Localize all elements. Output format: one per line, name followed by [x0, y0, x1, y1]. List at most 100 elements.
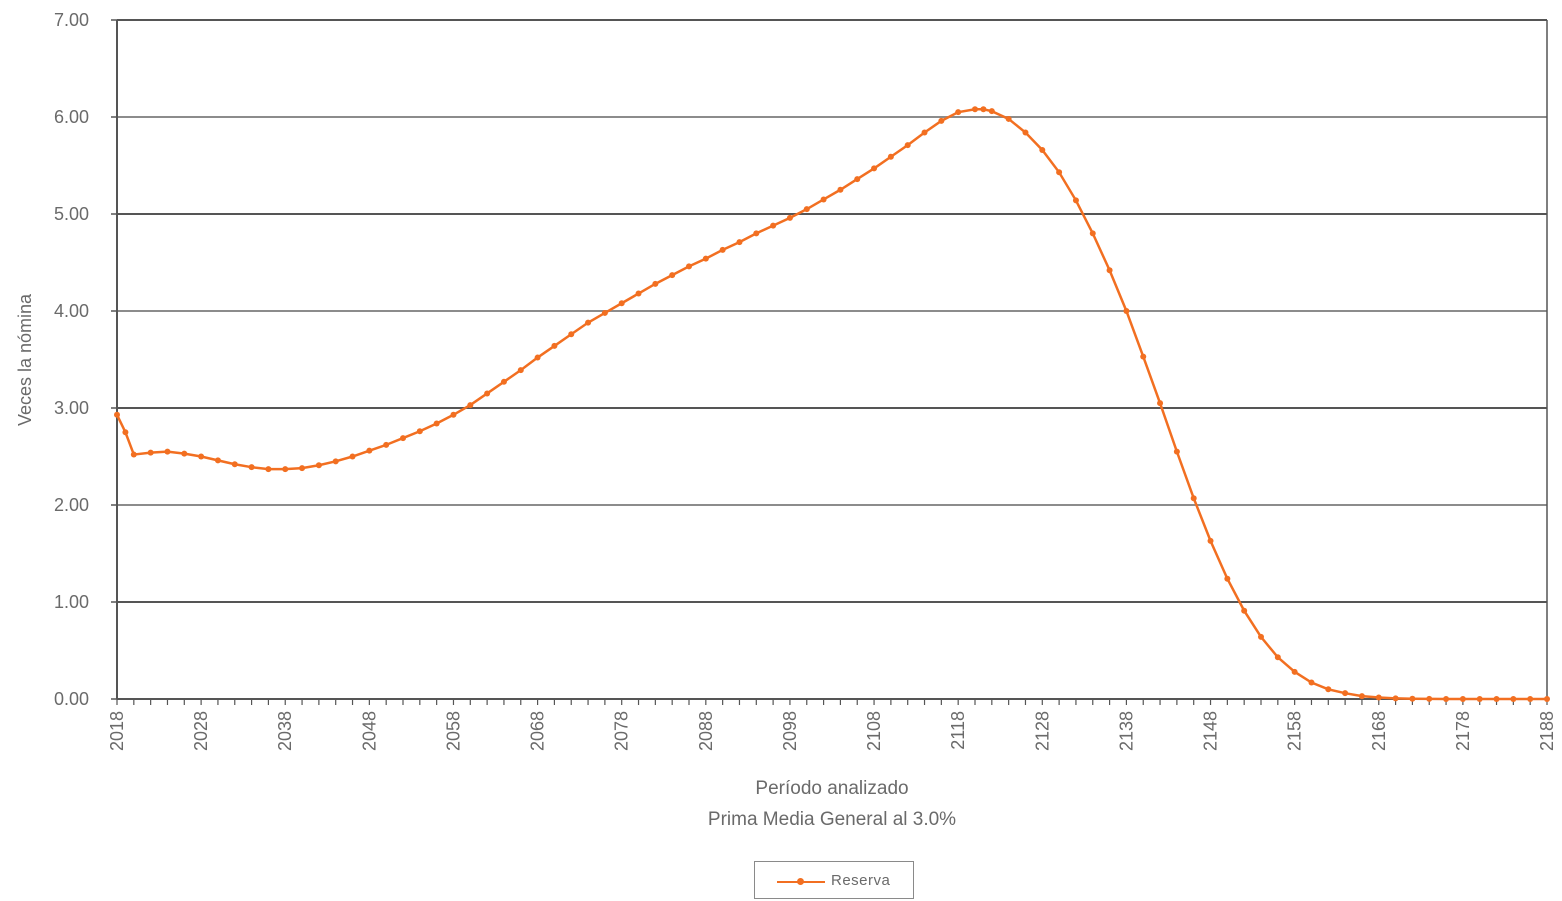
- data-point: [921, 129, 928, 136]
- data-point: [1409, 695, 1416, 702]
- data-point: [1274, 654, 1281, 661]
- axes: [111, 19, 1548, 705]
- data-point: [1291, 668, 1298, 675]
- x-tick-label: 2048: [359, 711, 379, 751]
- data-point: [332, 458, 339, 465]
- data-point: [433, 420, 440, 427]
- x-tick-label: 2178: [1453, 711, 1473, 751]
- data-point: [1072, 197, 1079, 204]
- data-point: [1005, 115, 1012, 122]
- legend-label-reserva: Reserva: [831, 872, 891, 889]
- data-point: [1157, 400, 1164, 407]
- data-point: [1510, 696, 1517, 702]
- data-point: [416, 428, 423, 435]
- data-point: [1022, 129, 1029, 136]
- data-point: [122, 429, 129, 436]
- series-reserva: [114, 106, 1550, 702]
- data-point: [1493, 696, 1500, 702]
- y-tick-labels: 0.00 1.00 2.00 3.00 4.00 5.00 6.00 7.00: [54, 10, 89, 709]
- data-point: [1375, 694, 1382, 701]
- x-tick-label: 2168: [1369, 711, 1389, 751]
- x-tick-label: 2118: [948, 711, 968, 750]
- y-tick-label: 4.00: [54, 301, 89, 321]
- data-point: [1123, 308, 1130, 314]
- data-point: [1392, 695, 1399, 702]
- x-tick-label: 2078: [612, 711, 632, 751]
- data-point: [871, 165, 878, 172]
- data-point: [686, 263, 692, 270]
- data-point: [1476, 696, 1483, 702]
- data-point: [1459, 696, 1466, 702]
- legend-marker-icon: [797, 878, 804, 885]
- data-point: [517, 367, 524, 374]
- x-tick-label: 2018: [107, 711, 127, 751]
- data-point: [534, 354, 541, 361]
- data-point: [282, 466, 289, 473]
- x-tick-label: 2098: [780, 711, 800, 751]
- data-point: [366, 447, 373, 454]
- data-point: [1106, 267, 1113, 274]
- data-point: [1190, 495, 1197, 502]
- data-point: [484, 390, 491, 397]
- y-tick-label: 1.00: [54, 592, 89, 612]
- data-point: [1308, 679, 1315, 686]
- data-point: [601, 309, 608, 316]
- x-tick-label: 2148: [1201, 711, 1221, 751]
- series-line: [115, 107, 1547, 701]
- data-point: [1258, 633, 1264, 640]
- data-point: [500, 378, 507, 385]
- data-point: [1241, 607, 1248, 614]
- data-point: [635, 290, 642, 297]
- data-point: [265, 466, 272, 473]
- chart-subtitle: Prima Media General al 3.0%: [708, 809, 956, 830]
- data-point: [837, 186, 844, 193]
- data-point: [400, 435, 406, 442]
- data-point: [585, 319, 592, 326]
- data-point: [1325, 686, 1332, 693]
- data-point: [214, 457, 221, 464]
- x-tick-label: 2108: [864, 711, 884, 751]
- data-point: [551, 342, 558, 349]
- data-point: [467, 402, 474, 409]
- y-axis-label: Veces la nómina: [15, 293, 35, 426]
- y-tick-label: 5.00: [54, 204, 89, 224]
- data-point: [652, 280, 659, 287]
- data-point: [1056, 169, 1063, 176]
- data-point: [1207, 537, 1214, 544]
- data-point: [719, 246, 726, 253]
- data-point: [1140, 353, 1147, 360]
- data-point: [568, 331, 575, 338]
- x-tick-label: 2158: [1285, 711, 1305, 751]
- data-point: [820, 196, 827, 203]
- data-point: [299, 465, 306, 472]
- data-point: [1527, 696, 1534, 702]
- data-point: [988, 108, 995, 115]
- data-point: [702, 255, 709, 262]
- data-point: [231, 461, 238, 468]
- data-point: [1173, 448, 1180, 455]
- data-point: [786, 214, 793, 221]
- data-point: [887, 153, 894, 160]
- x-tick-label: 2058: [443, 711, 463, 751]
- x-tick-label: 2038: [275, 711, 295, 751]
- data-point: [383, 441, 390, 448]
- data-point: [181, 450, 188, 457]
- x-tick-labels: 2018 2028 2038 2048 2058 2068 2078 2088 2098 2108…: [107, 711, 1557, 751]
- x-tick-label: 2128: [1032, 711, 1052, 751]
- data-point: [904, 142, 911, 149]
- data-point: [248, 464, 255, 471]
- y-tick-label: 7.00: [54, 10, 89, 30]
- data-point: [1443, 696, 1450, 702]
- data-point: [980, 106, 987, 113]
- data-point: [854, 176, 861, 183]
- data-point: [450, 411, 457, 418]
- data-point: [164, 448, 171, 455]
- data-point: [1358, 693, 1365, 700]
- data-point: [1342, 690, 1349, 697]
- x-tick-label: 2028: [191, 711, 211, 751]
- x-axis-label: Período analizado: [755, 778, 908, 799]
- x-tick-label: 2068: [528, 711, 548, 751]
- data-point: [1544, 696, 1550, 702]
- legend: Reserva: [754, 861, 914, 899]
